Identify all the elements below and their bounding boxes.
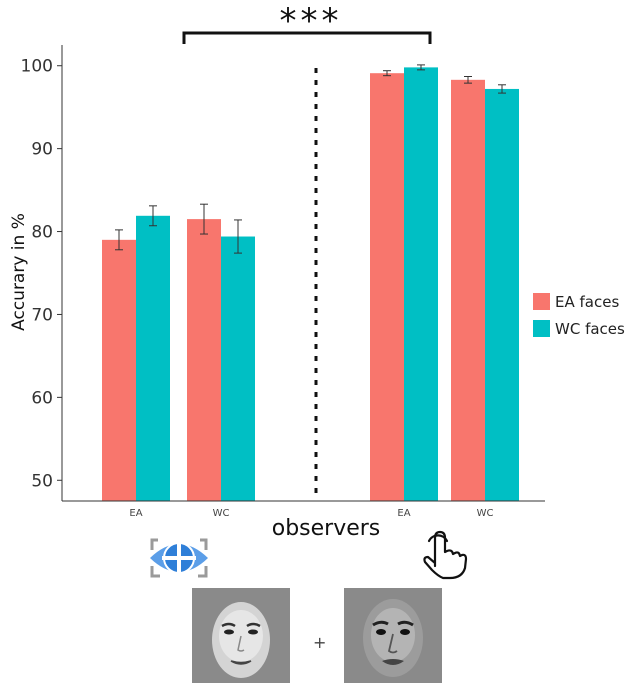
plus-separator: + [313, 633, 327, 652]
bar [404, 67, 438, 502]
legend: EA faces WC faces [533, 293, 625, 338]
x-tick-label: WC [477, 508, 494, 519]
bar [136, 215, 170, 501]
x-axis-title: observers [272, 516, 381, 541]
bars-layer [102, 67, 519, 502]
x-tick-label: WC [213, 508, 230, 519]
y-tick-label: 60 [31, 388, 53, 408]
face-white-caucasian-icon [363, 599, 423, 677]
x-tick-label: EA [397, 508, 410, 519]
bar [221, 236, 255, 501]
y-tick-label: 100 [21, 57, 53, 77]
legend-swatch-wc [533, 320, 550, 337]
y-tick-label: 50 [31, 471, 53, 491]
significance-bracket [182, 31, 432, 44]
y-tick-label: 80 [31, 223, 53, 243]
white-caucasian-face-image [344, 588, 442, 683]
x-category-labels: EA WC EA WC [129, 508, 493, 519]
y-tick-label: 90 [31, 140, 53, 160]
bar [485, 88, 519, 501]
legend-label-ea: EA faces [555, 293, 619, 311]
bar [187, 219, 221, 502]
y-tick-label: 70 [31, 305, 53, 325]
bar [370, 73, 404, 502]
east-asian-face-image [192, 588, 290, 683]
y-axis-title: Accurary in % [9, 213, 29, 331]
error-bars-layer [115, 64, 506, 254]
eye-tracking-icon [150, 538, 208, 578]
bar [451, 79, 485, 502]
face-east-asian-icon [212, 602, 270, 678]
touch-hand-icon [423, 530, 468, 580]
bar [102, 239, 136, 501]
legend-swatch-ea [533, 293, 550, 310]
legend-label-wc: WC faces [555, 320, 625, 338]
x-tick-label: EA [129, 508, 142, 519]
y-ticks: 50 60 70 80 90 100 [21, 57, 62, 491]
significance-stars: *** [280, 1, 343, 41]
